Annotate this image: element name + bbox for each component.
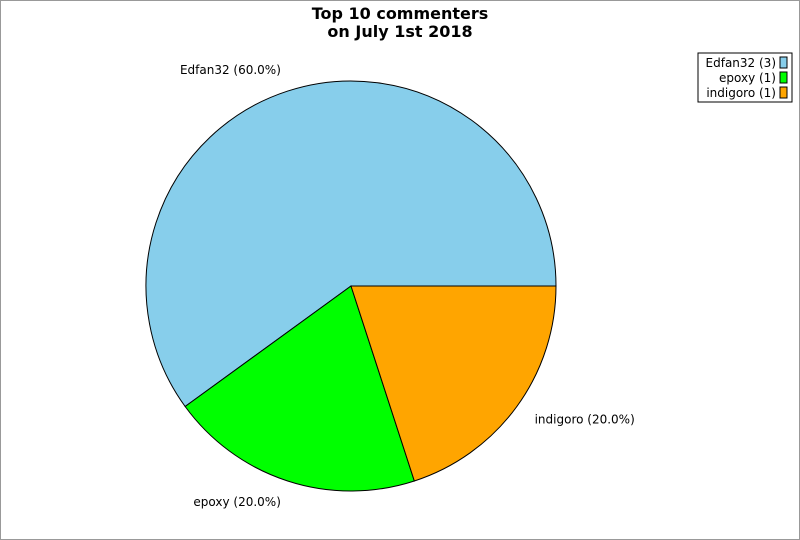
chart-title-line-2: on July 1st 2018	[327, 22, 472, 41]
legend-label-indigoro: indigoro (1)	[706, 86, 776, 100]
legend-label-edfan32: Edfan32 (3)	[706, 56, 776, 70]
slice-label-epoxy: epoxy (20.0%)	[193, 495, 280, 509]
legend-swatch-edfan32	[779, 56, 788, 69]
slice-labels: Edfan32 (60.0%) epoxy (20.0%) indigoro (20…	[180, 63, 635, 509]
slice-label-indigoro: indigoro (20.0%)	[535, 412, 635, 426]
slice-label-edfan32: Edfan32 (60.0%)	[180, 63, 281, 77]
pie-slice-edfan32	[145, 80, 557, 408]
legend: Edfan32 (3)epoxy (1)indigoro (1)	[697, 52, 793, 103]
pie-slice-epoxy	[184, 285, 415, 492]
chart-title-line-1: Top 10 commenters	[312, 4, 489, 23]
legend-swatch-indigoro	[779, 86, 788, 99]
legend-swatch-epoxy	[779, 71, 788, 84]
pie-slices	[145, 80, 557, 492]
pie-slice-indigoro	[350, 285, 557, 482]
legend-box	[697, 52, 793, 103]
legend-label-epoxy: epoxy (1)	[719, 71, 776, 85]
